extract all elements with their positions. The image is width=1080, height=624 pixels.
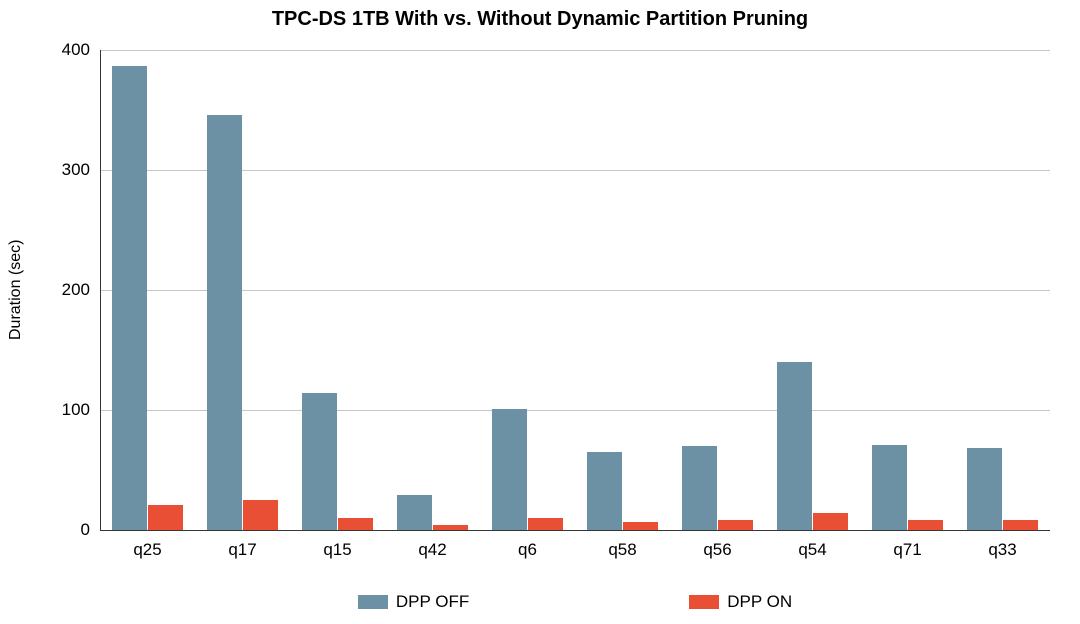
bar-dpp-on bbox=[148, 505, 182, 530]
bar-dpp-off bbox=[207, 115, 241, 530]
legend-label: DPP ON bbox=[727, 592, 792, 612]
x-tick-label: q54 bbox=[798, 530, 826, 560]
bar-dpp-off bbox=[397, 495, 431, 530]
y-axis-label: Duration (sec) bbox=[7, 240, 25, 340]
x-tick-label: q42 bbox=[418, 530, 446, 560]
legend-item: DPP OFF bbox=[358, 592, 469, 612]
bar-dpp-on bbox=[718, 520, 752, 530]
x-tick-label: q71 bbox=[893, 530, 921, 560]
bar-dpp-off bbox=[492, 409, 526, 530]
legend-swatch bbox=[689, 595, 719, 609]
bars-layer bbox=[100, 50, 1050, 530]
bar-dpp-on bbox=[623, 522, 657, 530]
chart-container: TPC-DS 1TB With vs. Without Dynamic Part… bbox=[0, 0, 1080, 624]
bar-dpp-on bbox=[528, 518, 562, 530]
x-tick-label: q58 bbox=[608, 530, 636, 560]
bar-dpp-off bbox=[302, 393, 336, 530]
legend: DPP OFF DPP ON bbox=[100, 592, 1050, 612]
bar-dpp-off bbox=[967, 448, 1001, 530]
bar-dpp-off bbox=[682, 446, 716, 530]
x-tick-label: q17 bbox=[228, 530, 256, 560]
x-tick-label: q15 bbox=[323, 530, 351, 560]
y-tick-label: 400 bbox=[62, 40, 100, 60]
y-tick-label: 100 bbox=[62, 400, 100, 420]
bar-dpp-off bbox=[777, 362, 811, 530]
bar-dpp-on bbox=[813, 513, 847, 530]
x-tick-label: q56 bbox=[703, 530, 731, 560]
y-tick-label: 200 bbox=[62, 280, 100, 300]
x-tick-label: q33 bbox=[988, 530, 1016, 560]
bar-dpp-off bbox=[587, 452, 621, 530]
bar-dpp-on bbox=[338, 518, 372, 530]
bar-dpp-off bbox=[872, 445, 906, 530]
y-tick-label: 300 bbox=[62, 160, 100, 180]
bar-dpp-on bbox=[1003, 520, 1037, 530]
y-tick-label: 0 bbox=[81, 520, 100, 540]
bar-dpp-on bbox=[908, 520, 942, 530]
bar-dpp-off bbox=[112, 66, 146, 530]
bar-dpp-on bbox=[243, 500, 277, 530]
legend-label: DPP OFF bbox=[396, 592, 469, 612]
legend-swatch bbox=[358, 595, 388, 609]
x-tick-label: q25 bbox=[133, 530, 161, 560]
plot-area: 0100200300400q25q17q15q42q6q58q56q54q71q… bbox=[100, 50, 1050, 530]
chart-title: TPC-DS 1TB With vs. Without Dynamic Part… bbox=[0, 8, 1080, 31]
legend-item: DPP ON bbox=[689, 592, 792, 612]
x-tick-label: q6 bbox=[518, 530, 537, 560]
